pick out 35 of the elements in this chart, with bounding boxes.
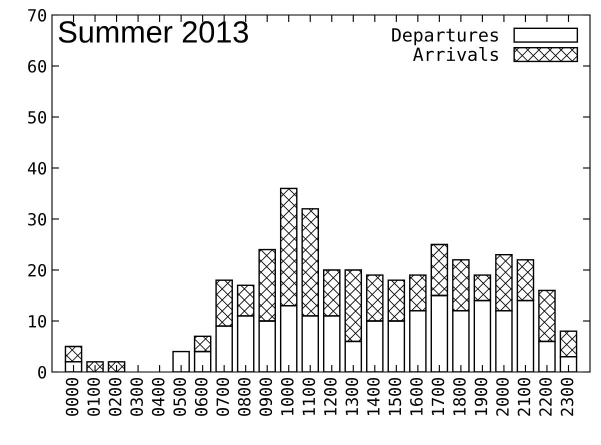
x-tick-label: 0800 — [238, 378, 251, 416]
x-tick-label: 0100 — [87, 378, 100, 416]
x-tick-label: 0900 — [259, 378, 272, 416]
x-tick-label: 1300 — [346, 378, 358, 415]
y-tick-label: 20 — [28, 264, 46, 277]
y-tick-label: 70 — [28, 9, 46, 22]
x-tick-label: 1900 — [474, 378, 488, 415]
x-tick-label: 1000 — [280, 378, 294, 415]
x-tick-label: 2300 — [560, 378, 574, 416]
x-tick-label: 0200 — [108, 378, 122, 416]
x-tick-label: 1200 — [324, 378, 337, 415]
x-tick-label: 1700 — [432, 378, 444, 415]
legend-label: Departures — [392, 28, 498, 46]
x-tick-label: 1500 — [388, 378, 402, 415]
x-tick-label: 2200 — [539, 378, 552, 416]
x-tick-label: 1100 — [302, 378, 316, 415]
legend-label: Arrivals — [413, 47, 498, 62]
x-tick-label: 0000 — [66, 378, 78, 416]
x-tick-label: 0700 — [216, 378, 230, 416]
y-tick-label: 40 — [28, 162, 46, 175]
y-tick-label: 10 — [29, 315, 46, 328]
x-tick-label: 2000 — [496, 378, 509, 416]
x-tick-label: 2100 — [518, 378, 530, 416]
x-tick-label: 0500 — [173, 378, 186, 416]
y-tick-label: 60 — [28, 60, 46, 73]
chart-title: Summer 2013 — [58, 21, 248, 43]
x-tick-label: 0400 — [152, 378, 164, 416]
y-tick-label: 50 — [28, 111, 46, 124]
x-tick-label: 0300 — [130, 378, 143, 416]
y-tick-label: 0 — [38, 366, 46, 379]
x-tick-label: 1400 — [367, 378, 380, 415]
y-tick-label: 30 — [28, 213, 46, 226]
x-tick-label: 1600 — [410, 378, 423, 415]
x-tick-label: 1800 — [453, 378, 466, 415]
x-tick-label: 0600 — [194, 378, 208, 416]
